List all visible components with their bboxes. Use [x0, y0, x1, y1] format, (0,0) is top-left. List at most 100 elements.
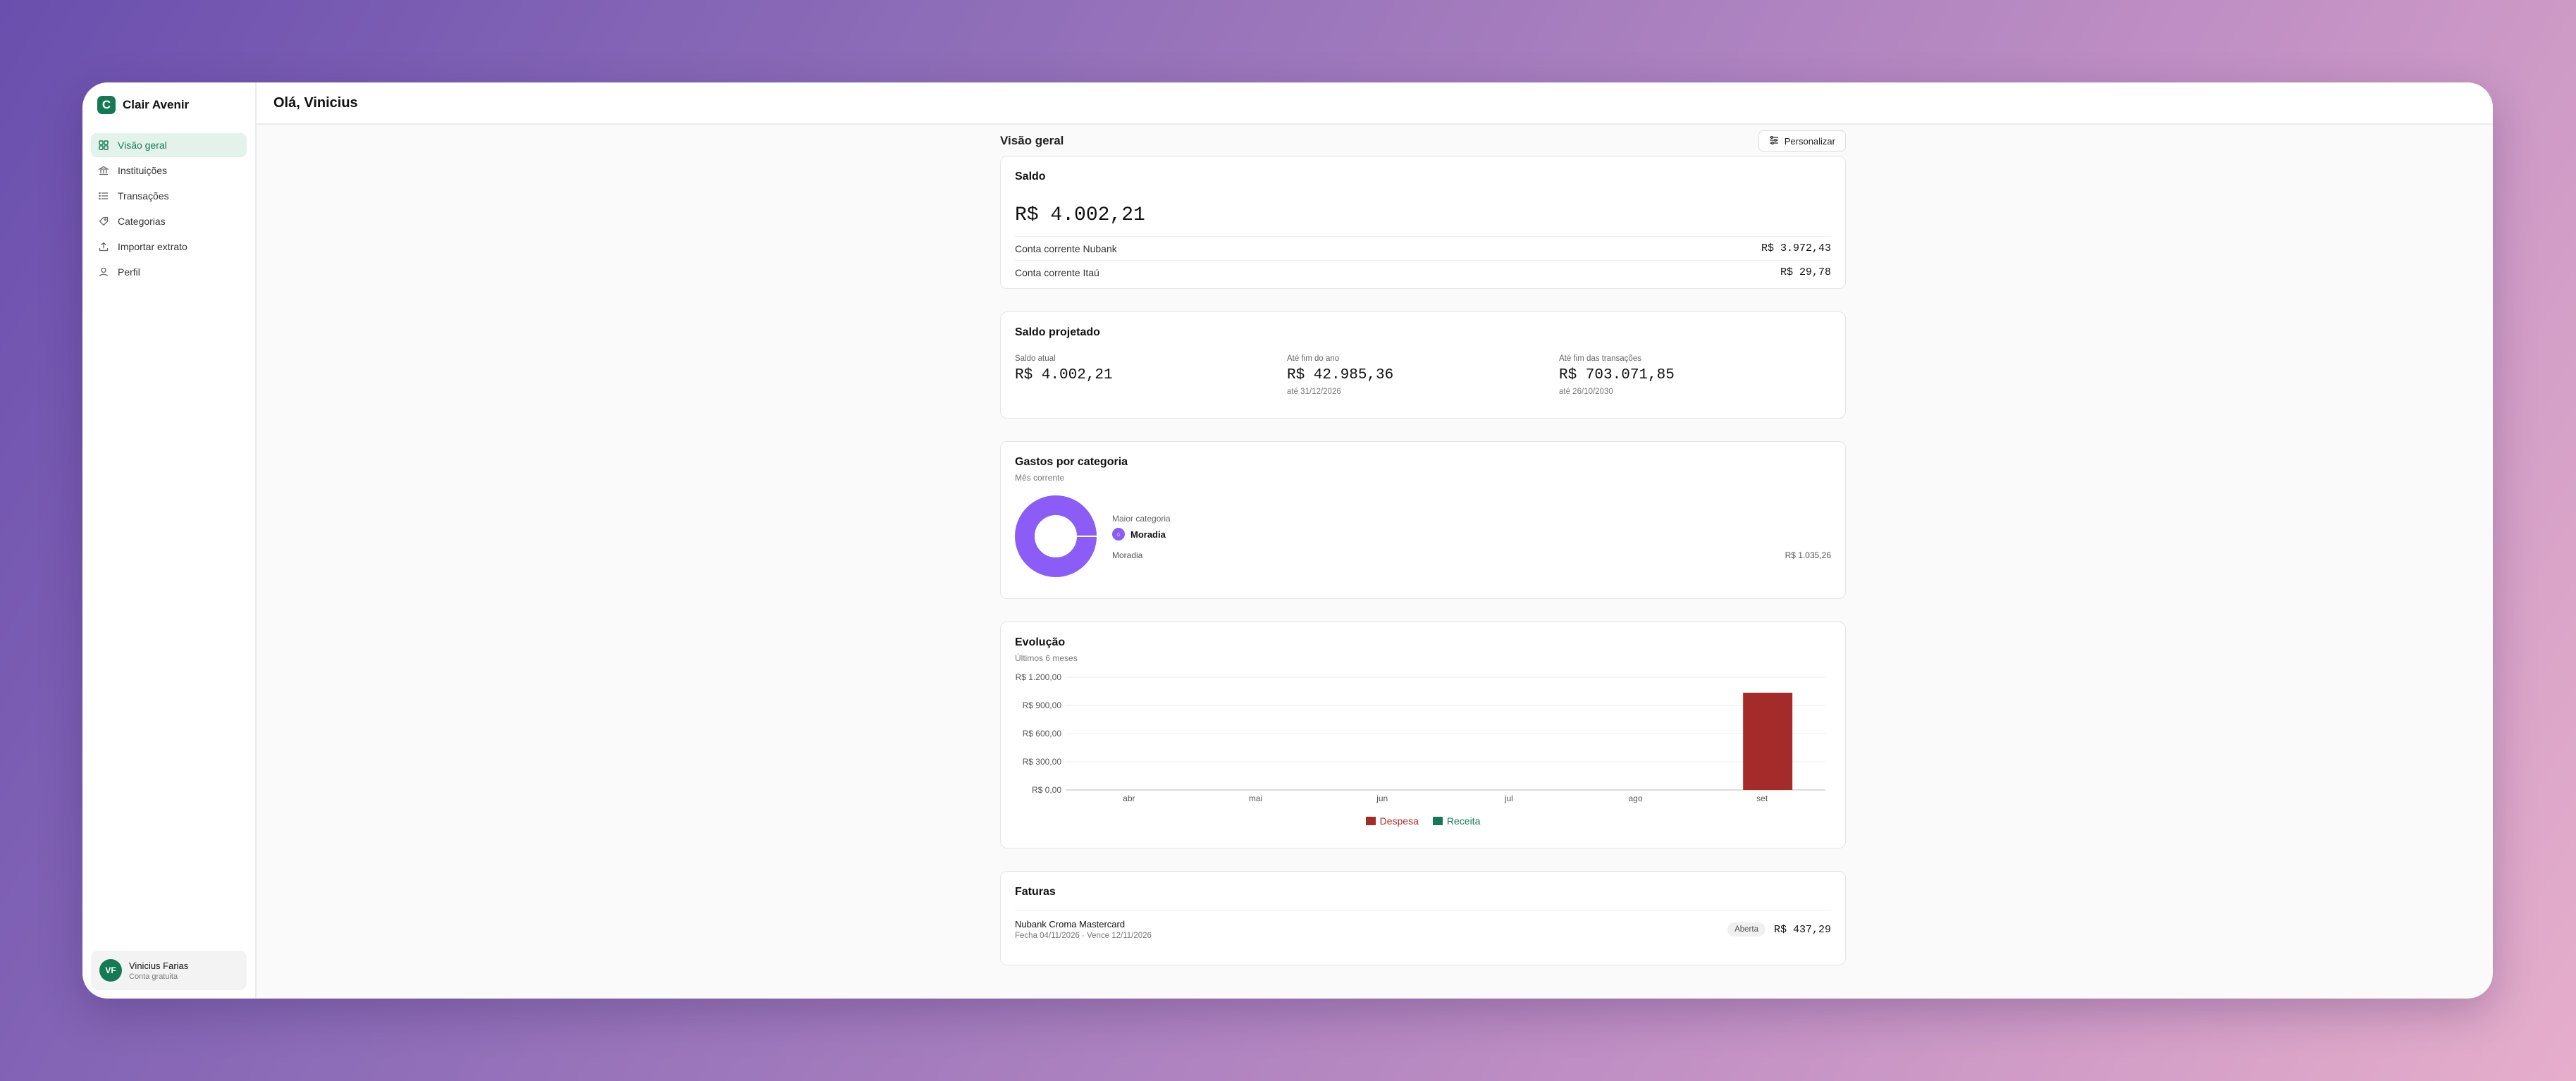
avatar: VF	[99, 959, 122, 982]
personalize-label: Personalizar	[1784, 135, 1835, 147]
grid-icon	[98, 140, 109, 151]
sidebar-item-transacoes[interactable]: Transações	[91, 184, 247, 208]
personalize-button[interactable]: Personalizar	[1758, 130, 1846, 152]
saldo-total: R$ 4.002,21	[1015, 204, 1145, 226]
status-badge: Aberta	[1727, 922, 1765, 937]
sidebar-item-visao-geral[interactable]: Visão geral	[91, 133, 247, 157]
sidebar-item-perfil[interactable]: Perfil	[91, 260, 247, 284]
bank-icon	[98, 165, 109, 176]
user-menu[interactable]: VF Vinicius Farias Conta gratuita	[91, 951, 247, 990]
sidebar-item-importar-extrato[interactable]: Importar extrato	[91, 235, 247, 259]
fatura-dates: Fecha 04/11/2026 · Vence 12/11/2026	[1015, 932, 1152, 940]
gastos-subtitle: Mês corrente	[1015, 473, 1065, 483]
page-header: Visão geral Personalizar	[1000, 126, 1846, 156]
sidebar-item-label: Visão geral	[118, 140, 167, 151]
brand-logo-icon: C	[97, 96, 116, 114]
account-name: Conta corrente Nubank	[1015, 242, 1117, 254]
tag-icon	[98, 216, 109, 227]
legend-label: Despesa	[1379, 815, 1419, 827]
projetado-item: Até fim do ano R$ 42.985,36 até 31/12/20…	[1287, 354, 1559, 396]
page-greeting: Olá, Vinicius	[273, 94, 358, 111]
sliders-icon	[1769, 135, 1779, 147]
sidebar-item-label: Importar extrato	[118, 241, 187, 252]
evolucao-subtitle: Últimos 6 meses	[1015, 653, 1078, 663]
maior-categoria: ⌂ Moradia	[1112, 528, 1831, 540]
chart-legend: Despesa Receita	[1015, 815, 1831, 827]
topbar: Olá, Vinicius	[257, 82, 2493, 125]
category-value: R$ 1.035,26	[1785, 550, 1831, 560]
y-tick-label: R$ 0,00	[1032, 785, 1061, 795]
faturas-card: Faturas Nubank Croma Mastercard Fecha 04…	[1000, 871, 1846, 965]
y-tick-label: R$ 900,00	[1023, 700, 1062, 710]
maior-label: Maior categoria	[1112, 514, 1171, 524]
evolucao-chart: R$ 0,00 R$ 300,00 R$ 600,00 R$ 900,00 R$ 1.2…	[1016, 672, 1825, 803]
bar-despesa[interactable]	[1743, 692, 1793, 790]
home-icon: ⌂	[1112, 528, 1125, 540]
projetado-label: Até fim das transações	[1559, 354, 1641, 363]
list-icon	[98, 190, 109, 202]
evolucao-card: Evolução Últimos 6 meses R$ 0,00 R$ 300,0…	[1000, 622, 1846, 848]
x-tick-label: jun	[1376, 793, 1388, 803]
fatura-name: Nubank Croma Mastercard	[1015, 919, 1126, 929]
x-tick-label: ago	[1628, 793, 1642, 803]
fatura-row[interactable]: Nubank Croma Mastercard Fecha 04/11/2026…	[1015, 910, 1831, 940]
brand[interactable]: C Clair Avenir	[82, 82, 255, 128]
sidebar-item-label: Instituições	[118, 165, 168, 176]
account-name: Conta corrente Itaú	[1015, 266, 1099, 278]
category-row[interactable]: Moradia R$ 1.035,26	[1112, 550, 1831, 560]
y-tick-label: R$ 300,00	[1023, 757, 1062, 767]
y-tick-label: R$ 1.200,00	[1016, 672, 1062, 682]
x-tick-label: abr	[1123, 793, 1135, 803]
saldo-card: Saldo R$ 4.002,21 Conta corrente Nubank …	[1000, 156, 1846, 289]
x-tick-label: mai	[1249, 793, 1262, 803]
projetado-value: R$ 42.985,36	[1287, 367, 1394, 383]
sidebar-item-label: Categorias	[118, 216, 166, 227]
category-donut[interactable]	[1015, 495, 1097, 577]
dashboard-content: Visão geral Personalizar Saldo R$ 4.002,…	[1000, 125, 1846, 988]
account-row[interactable]: Conta corrente Itaú R$ 29,78	[1015, 260, 1831, 284]
saldo-title: Saldo	[1015, 171, 1046, 183]
page-title: Visão geral	[1000, 134, 1064, 147]
projetado-title: Saldo projetado	[1015, 326, 1100, 338]
user-icon	[98, 266, 109, 278]
legend-item-despesa[interactable]: Despesa	[1365, 815, 1419, 827]
brand-name: Clair Avenir	[123, 98, 190, 111]
evolucao-title: Evolução	[1015, 636, 1066, 648]
user-plan: Conta gratuita	[129, 972, 178, 981]
account-value: R$ 3.972,43	[1761, 242, 1831, 254]
gastos-title: Gastos por categoria	[1015, 456, 1128, 468]
maior-name: Moradia	[1130, 529, 1166, 540]
gastos-legend: Maior categoria ⌂ Moradia Moradia R$ 1.0…	[1112, 514, 1831, 560]
projetado-label: Até fim do ano	[1287, 354, 1340, 363]
projetado-label: Saldo atual	[1015, 354, 1056, 363]
projetado-value: R$ 703.071,85	[1559, 367, 1675, 383]
sidebar-item-label: Transações	[118, 190, 169, 202]
sidebar: C Clair Avenir Visão geral Instituições	[82, 82, 257, 999]
faturas-title: Faturas	[1015, 886, 1056, 898]
app-window: C Clair Avenir Visão geral Instituições	[82, 82, 2493, 999]
account-value: R$ 29,78	[1780, 266, 1831, 278]
legend-swatch	[1432, 817, 1443, 825]
projetado-grid: Saldo atual R$ 4.002,21 Até fim do ano R…	[1015, 354, 1831, 396]
account-row[interactable]: Conta corrente Nubank R$ 3.972,43	[1015, 236, 1831, 260]
projetado-item: Saldo atual R$ 4.002,21	[1015, 354, 1287, 396]
projetado-note: até 26/10/2030	[1559, 388, 1613, 396]
sidebar-item-categorias[interactable]: Categorias	[91, 209, 247, 233]
sidebar-item-instituicoes[interactable]: Instituições	[91, 159, 247, 183]
gastos-categoria-card: Gastos por categoria Mês corrente Maior …	[1000, 441, 1846, 599]
x-tick-label: jul	[1504, 793, 1513, 803]
user-name: Vinicius Farias	[129, 960, 189, 971]
sidebar-item-label: Perfil	[118, 266, 140, 278]
projetado-item: Até fim das transações R$ 703.071,85 até…	[1559, 354, 1831, 396]
upload-icon	[98, 241, 109, 252]
fatura-amount: R$ 437,29	[1773, 923, 1831, 936]
sidebar-nav: Visão geral Instituições Transações Cate…	[82, 128, 255, 291]
gastos-body: Maior categoria ⌂ Moradia Moradia R$ 1.0…	[1015, 495, 1831, 577]
legend-label: Receita	[1446, 815, 1481, 827]
x-tick-label: set	[1756, 793, 1768, 803]
y-tick-label: R$ 600,00	[1023, 729, 1062, 739]
saldo-projetado-card: Saldo projetado Saldo atual R$ 4.002,21 …	[1000, 311, 1846, 419]
legend-swatch	[1365, 817, 1376, 825]
legend-item-receita[interactable]: Receita	[1432, 815, 1481, 827]
main-area: Olá, Vinicius Visão geral Personalizar S…	[257, 82, 2493, 999]
